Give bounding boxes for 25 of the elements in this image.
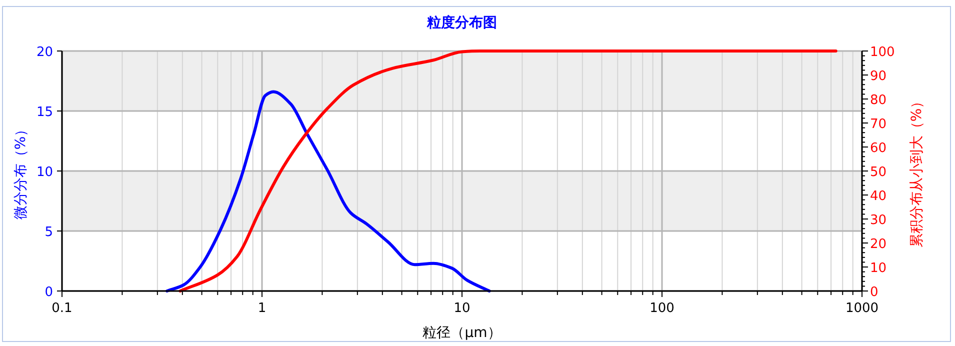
y2-tick-label: 100 [870,45,895,60]
y-tick-label: 0 [44,285,53,300]
chart-title: 粒度分布图 [426,14,497,31]
y2-tick-label: 60 [870,141,887,156]
x-tick-label: 1 [258,301,266,316]
y2-tick-label: 40 [870,189,887,204]
y2-tick-label: 90 [870,69,887,84]
y-tick-label: 15 [36,105,53,120]
y-tick-label: 20 [36,45,53,60]
x-tick-label: 0.1 [52,301,72,316]
y2-tick-label: 0 [870,285,878,300]
x-tick-label: 1000 [845,301,879,316]
x-tick-label: 10 [454,301,470,316]
x-tick-label: 100 [650,301,674,316]
y2-tick-label: 10 [870,261,887,276]
y-tick-label: 10 [36,165,53,180]
x-axis-title: 粒径（μm） [422,325,502,341]
y2-tick-label: 80 [870,93,887,108]
y2-tick-label: 70 [870,117,887,132]
y2-axis-title: 累积分布从小到大（%） [909,94,925,248]
y2-tick-label: 30 [870,213,887,228]
y2-tick-label: 50 [870,165,887,180]
y-tick-label: 5 [44,225,53,240]
y2-tick-label: 20 [870,237,887,252]
y-axis-title: 微分分布（%） [13,122,29,220]
